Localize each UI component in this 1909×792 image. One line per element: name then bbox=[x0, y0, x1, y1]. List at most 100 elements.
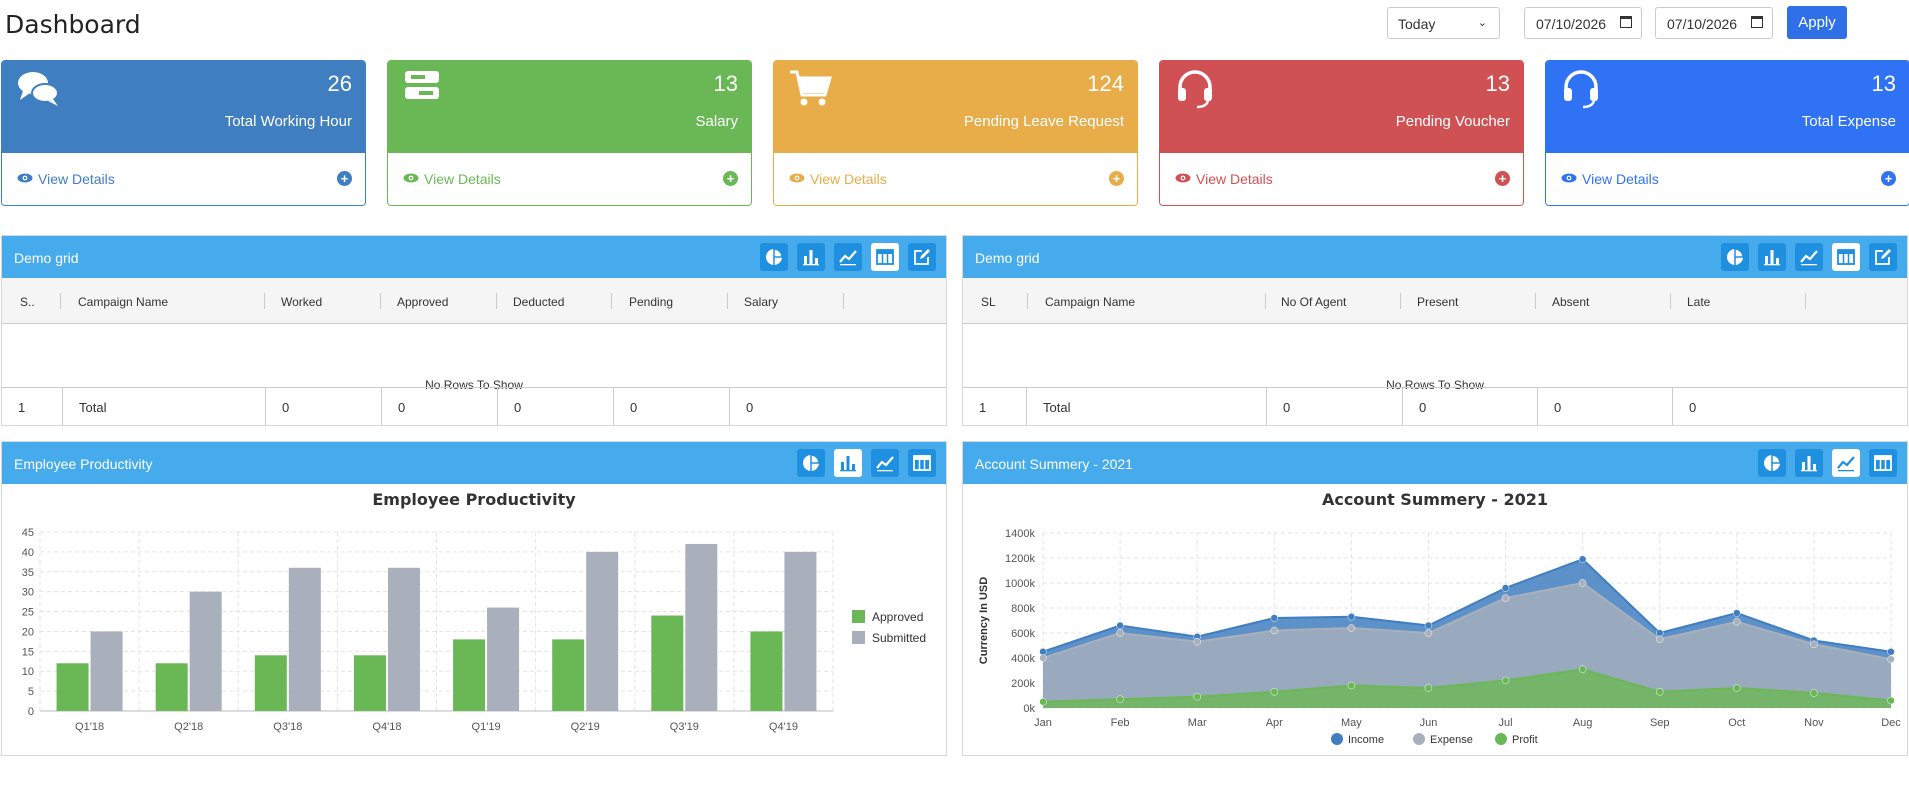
legend-label: Expense bbox=[1430, 734, 1473, 746]
area-expense bbox=[1043, 583, 1891, 708]
x-tick-label: Sep bbox=[1650, 717, 1670, 729]
plus-circle-icon[interactable]: + bbox=[1881, 171, 1896, 186]
column-header[interactable]: Absent bbox=[1552, 295, 1590, 309]
card-header: 26 Total Working Hour bbox=[2, 61, 365, 153]
x-tick-label: Oct bbox=[1728, 717, 1745, 729]
view-details-link[interactable]: View Details + bbox=[1160, 153, 1523, 205]
view-details-link[interactable]: View Details + bbox=[388, 153, 751, 205]
bar-chart-icon[interactable] bbox=[1758, 243, 1786, 271]
column-header[interactable]: Approved bbox=[397, 295, 449, 309]
view-details-link[interactable]: View Details + bbox=[774, 153, 1137, 205]
edit-icon[interactable] bbox=[908, 243, 936, 271]
bar-chart-icon[interactable] bbox=[834, 449, 862, 477]
column-header[interactable]: S.. bbox=[20, 295, 35, 309]
column-separator[interactable] bbox=[496, 293, 497, 309]
column-separator[interactable] bbox=[1535, 293, 1536, 309]
point-income bbox=[1578, 555, 1587, 563]
card-label: Total Working Hour bbox=[224, 113, 352, 130]
date-from-input[interactable]: 07/10/2026 bbox=[1524, 7, 1642, 39]
panel-header: Demo grid bbox=[2, 236, 946, 278]
column-separator[interactable] bbox=[1805, 293, 1806, 309]
view-details-link[interactable]: View Details + bbox=[2, 153, 365, 205]
point-income bbox=[1270, 614, 1279, 622]
eye-icon bbox=[1175, 173, 1191, 183]
column-separator[interactable] bbox=[60, 293, 61, 309]
bar-submitted bbox=[685, 543, 718, 711]
totals-row: 1 Total 0 0 0 0 0 bbox=[2, 387, 946, 426]
column-separator[interactable] bbox=[380, 293, 381, 309]
x-tick-label: Jul bbox=[1499, 717, 1513, 729]
plus-circle-icon[interactable]: + bbox=[723, 171, 738, 186]
panel-header: Account Summery - 2021 bbox=[963, 442, 1907, 484]
column-header[interactable]: No Of Agent bbox=[1281, 295, 1347, 309]
point-income bbox=[1501, 584, 1510, 592]
point-profit bbox=[1039, 698, 1047, 706]
column-separator[interactable] bbox=[843, 293, 844, 309]
point-profit bbox=[1655, 688, 1664, 696]
date-to-input[interactable]: 07/10/2026 bbox=[1655, 7, 1773, 39]
summary-card: 13 Pending Voucher View Details + bbox=[1159, 60, 1524, 206]
line-chart-icon[interactable] bbox=[834, 243, 862, 271]
point-expense bbox=[1347, 624, 1356, 632]
column-separator[interactable] bbox=[264, 293, 265, 309]
bar-chart-icon[interactable] bbox=[797, 243, 825, 271]
x-tick-label: Mar bbox=[1188, 717, 1207, 729]
eye-icon bbox=[789, 173, 805, 183]
view-details-link[interactable]: View Details + bbox=[1546, 153, 1909, 205]
panel-title: Employee Productivity bbox=[14, 456, 153, 472]
column-header[interactable]: Pending bbox=[629, 295, 674, 309]
bar-chart-icon[interactable] bbox=[1795, 449, 1823, 477]
pie-chart-icon[interactable] bbox=[1758, 449, 1786, 477]
headset-icon bbox=[1175, 69, 1219, 109]
column-header[interactable]: Salary bbox=[744, 295, 779, 309]
column-separator[interactable] bbox=[1670, 293, 1671, 309]
y-tick-label: 10 bbox=[22, 666, 34, 678]
column-separator[interactable] bbox=[611, 293, 612, 309]
calendar-icon[interactable] bbox=[1620, 16, 1632, 28]
legend-swatch bbox=[852, 631, 865, 644]
point-profit bbox=[1424, 684, 1433, 692]
x-tick-label: Jun bbox=[1420, 717, 1438, 729]
line-chart-icon[interactable] bbox=[1795, 243, 1823, 271]
pie-chart-icon[interactable] bbox=[1721, 243, 1749, 271]
apply-button[interactable]: Apply bbox=[1787, 6, 1847, 39]
bar-chart: 0 5 10 15 20 25 30 35 40 45 Q1'18 Q2'18 Q3'18 Q4'18 Q1… bbox=[22, 527, 926, 733]
column-separator[interactable] bbox=[1265, 293, 1266, 309]
column-header[interactable]: Worked bbox=[281, 295, 323, 309]
edit-icon[interactable] bbox=[1869, 243, 1897, 271]
server-icon bbox=[403, 69, 447, 109]
account-summary-panel: Account Summery - 2021 Account Summery -… bbox=[962, 441, 1908, 756]
totals-cell: 0 bbox=[266, 388, 382, 426]
panel-header: Demo grid bbox=[963, 236, 1907, 278]
column-header[interactable]: Late bbox=[1687, 295, 1711, 309]
x-tick-label: Q2'19 bbox=[571, 721, 600, 733]
table-icon[interactable] bbox=[1832, 243, 1860, 271]
y-tick-label: 25 bbox=[22, 607, 34, 619]
line-chart-icon[interactable] bbox=[1832, 449, 1860, 477]
table-icon[interactable] bbox=[908, 449, 936, 477]
point-profit bbox=[1116, 695, 1124, 703]
pie-chart-icon[interactable] bbox=[797, 449, 825, 477]
table-icon[interactable] bbox=[1869, 449, 1897, 477]
column-header[interactable]: SL bbox=[981, 295, 996, 309]
plus-circle-icon[interactable]: + bbox=[1495, 171, 1510, 186]
line-chart-icon[interactable] bbox=[871, 449, 899, 477]
column-header[interactable]: Campaign Name bbox=[78, 295, 169, 309]
column-separator[interactable] bbox=[727, 293, 728, 309]
plus-circle-icon[interactable]: + bbox=[1109, 171, 1124, 186]
x-tick-label: Q2'18 bbox=[174, 721, 203, 733]
column-separator[interactable] bbox=[1027, 293, 1028, 309]
table-icon[interactable] bbox=[871, 243, 899, 271]
period-select[interactable]: Today ⌄ bbox=[1387, 7, 1500, 39]
pie-chart-icon[interactable] bbox=[760, 243, 788, 271]
point-expense bbox=[1733, 618, 1741, 626]
summary-card: 26 Total Working Hour View Details + bbox=[1, 60, 366, 206]
calendar-icon[interactable] bbox=[1751, 16, 1763, 28]
column-header[interactable]: Campaign Name bbox=[1045, 295, 1136, 309]
column-header[interactable]: Present bbox=[1417, 295, 1459, 309]
column-header[interactable]: Deducted bbox=[513, 295, 565, 309]
plus-circle-icon[interactable]: + bbox=[337, 171, 352, 186]
column-separator[interactable] bbox=[1400, 293, 1401, 309]
line-profit bbox=[1042, 668, 1892, 703]
point-profit bbox=[1810, 689, 1818, 697]
